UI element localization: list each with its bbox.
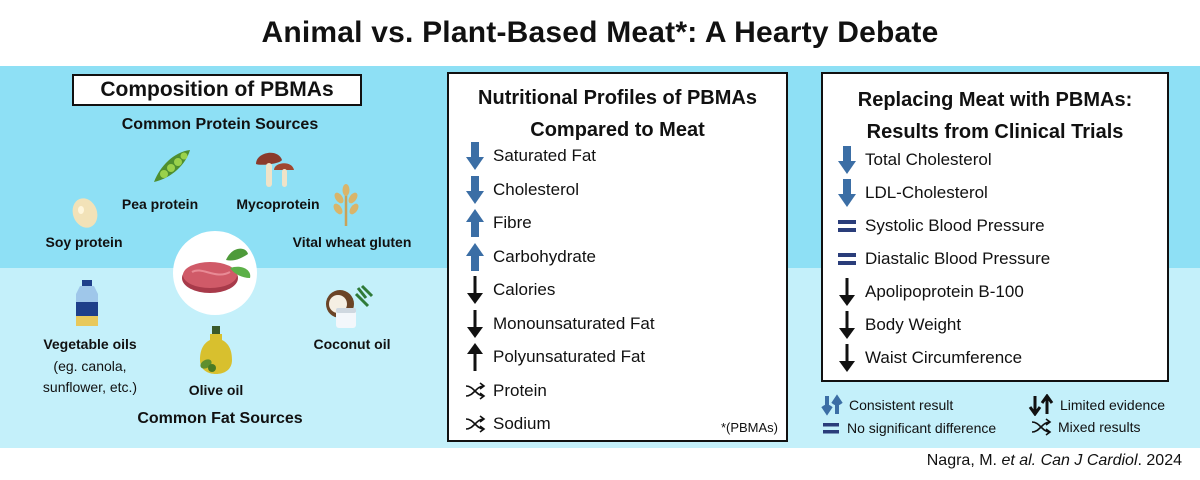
list-item-label: Saturated Fat — [493, 146, 597, 165]
footnote: *(PBMAs) — [720, 420, 778, 435]
wheat-gluten-label: Vital wheat gluten — [292, 234, 412, 250]
consistent-down-icon — [835, 179, 859, 207]
list-item: LDL-Cholesterol — [835, 179, 988, 207]
consistent-down-icon — [463, 175, 487, 204]
list-item-label: Systolic Blood Pressure — [865, 216, 1045, 235]
list-item: Polyunsaturated Fat — [463, 343, 645, 371]
nutrition-panel: Nutritional Profiles of PBMAs Compared t… — [447, 72, 788, 442]
consistent-up-icon — [463, 209, 487, 237]
legend-no-difference-label: No significant difference — [847, 420, 997, 436]
limited-down-icon — [835, 311, 859, 339]
wheat-icon — [333, 184, 359, 226]
pea-protein-label: Pea protein — [121, 196, 199, 212]
list-item-label: Polyunsaturated Fat — [493, 347, 646, 366]
citation-authors: Nagra, M. — [926, 452, 997, 469]
limited-down-icon — [835, 344, 859, 372]
list-item: Protein — [463, 377, 547, 405]
list-item-label: Fibre — [493, 213, 532, 232]
nutrition-title-line1: Nutritional Profiles of PBMAs — [478, 87, 757, 109]
mixed-icon — [463, 410, 487, 438]
list-item-label: Cholesterol — [493, 179, 579, 199]
limited-up-icon — [463, 343, 487, 371]
legend-consistent: Consistent result — [821, 394, 953, 416]
page-title: Animal vs. Plant-Based Meat*: A Hearty D… — [261, 16, 939, 49]
list-item: Fibre — [463, 209, 532, 237]
vegetable-oils-note-line1: (eg. canola, — [53, 358, 127, 374]
trials-title-line1: Replacing Meat with PBMAs: — [857, 89, 1133, 111]
limited-down-icon — [463, 309, 487, 338]
olive-oil-icon — [200, 326, 232, 374]
list-item: Carbohydrate — [463, 242, 597, 271]
consistent-down-icon — [463, 142, 487, 170]
equals-icon — [821, 418, 841, 438]
soy-bean-icon — [72, 198, 98, 228]
list-item-label: Monounsaturated Fat — [493, 313, 655, 333]
list-item: Calories — [463, 276, 555, 304]
pea-pod-icon — [154, 150, 190, 182]
olive-oil-label: Olive oil — [188, 382, 244, 398]
list-item: Sodium — [463, 410, 551, 438]
list-item-label: Protein — [493, 380, 547, 400]
consistent-up-icon — [463, 242, 487, 271]
legend-limited: Limited evidence — [1028, 394, 1165, 416]
legend-mixed-label: Mixed results — [1058, 419, 1141, 435]
list-item: Monounsaturated Fat — [463, 309, 655, 338]
legend-mixed: Mixed results — [1030, 418, 1140, 436]
trials-panel: Replacing Meat with PBMAs: Results from … — [821, 72, 1169, 382]
legend-limited-label: Limited evidence — [1060, 397, 1166, 413]
mycoprotein-label: Mycoprotein — [236, 196, 320, 212]
list-item: Diastalic Blood Pressure — [835, 245, 1050, 273]
nutrition-title-line2: Compared to Meat — [530, 119, 705, 141]
steak-icon — [173, 231, 257, 315]
coconut-icon — [326, 284, 374, 328]
list-item-label: Diastalic Blood Pressure — [865, 249, 1051, 268]
list-item-label: Calories — [493, 280, 556, 299]
trials-title-line2: Results from Clinical Trials — [866, 121, 1124, 143]
protein-sources-heading: Common Protein Sources — [121, 116, 319, 133]
limited-arrows-icon — [1028, 394, 1054, 416]
fat-sources-heading: Common Fat Sources — [137, 410, 303, 427]
composition-title: Composition of PBMAs — [72, 74, 362, 106]
citation-etal: et al. — [1001, 452, 1037, 469]
list-item-label: Waist Circumference — [865, 348, 1023, 367]
no-difference-icon — [835, 245, 859, 273]
oil-bottle-icon — [76, 280, 98, 326]
list-item-label: Apolipoprotein B-100 — [865, 282, 1024, 301]
list-item-label: Body Weight — [865, 315, 962, 334]
shuffle-icon — [1030, 418, 1052, 436]
soy-protein-label: Soy protein — [45, 234, 123, 250]
citation: Nagra, M. et al. Can J Cardiol. 2024 — [927, 452, 1182, 470]
list-item: Waist Circumference — [835, 344, 1022, 372]
citation-journal: Can J Cardiol — [1040, 452, 1138, 469]
list-item-label: Sodium — [493, 414, 551, 433]
list-item-label: Total Cholesterol — [865, 150, 992, 169]
vegetable-oils-note-line2: sunflower, etc.) — [42, 379, 138, 395]
list-item: Apolipoprotein B-100 — [835, 278, 1024, 306]
mixed-icon — [463, 377, 487, 405]
limited-down-icon — [835, 278, 859, 306]
limited-down-icon — [463, 276, 487, 304]
no-difference-icon — [835, 212, 859, 240]
list-item: Total Cholesterol — [835, 146, 992, 174]
header: Animal vs. Plant-Based Meat*: A Hearty D… — [0, 0, 1200, 66]
list-item: Cholesterol — [463, 175, 579, 204]
vegetable-oils-label: Vegetable oils — [43, 336, 137, 352]
citation-year: . 2024 — [1137, 452, 1182, 469]
coconut-oil-label: Coconut oil — [313, 336, 391, 352]
consistent-down-icon — [835, 146, 859, 174]
consistent-arrows-icon — [821, 394, 843, 416]
list-item: Systolic Blood Pressure — [835, 212, 1045, 240]
vegetable-oils-note: (eg. canola, sunflower, etc.) — [26, 356, 154, 398]
list-item-label: LDL-Cholesterol — [865, 183, 988, 202]
list-item: Saturated Fat — [463, 142, 596, 170]
mushroom-icon — [256, 152, 294, 187]
legend-consistent-label: Consistent result — [849, 397, 954, 413]
list-item-label: Carbohydrate — [493, 246, 597, 266]
legend-no-difference: No significant difference — [821, 418, 996, 438]
list-item: Body Weight — [835, 311, 961, 339]
